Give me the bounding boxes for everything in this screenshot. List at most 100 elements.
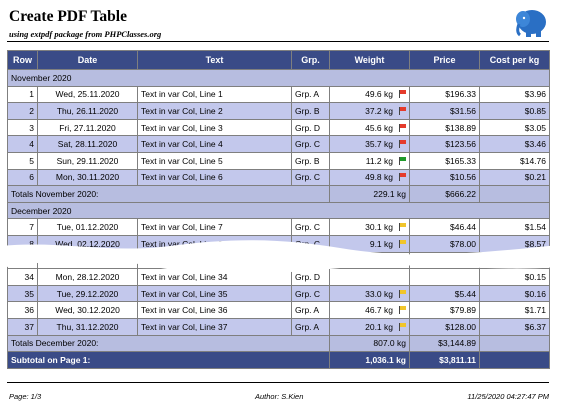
table-row: 35 Tue, 29.12.2020 Text in var Col, Line 3…: [7, 284, 550, 303]
row-weight: 20.1 kg: [329, 317, 410, 336]
row-group: Grp. D: [291, 118, 330, 137]
row-group: Grp. A: [291, 85, 330, 104]
row-weight: 49.8 kg: [329, 168, 410, 187]
table-row: 37 Thu, 31.12.2020 Text in var Col, Line 3…: [7, 317, 550, 336]
row-weight: 30.1 kg: [329, 218, 410, 236]
column-header: Price: [409, 50, 480, 70]
row-weight: 9.1 kg: [329, 234, 410, 253]
row-weight: 45.6 kg: [329, 118, 410, 137]
row-group: Grp. A: [291, 317, 330, 336]
month-total-row: Totals December 2020: 807.0 kg $3,144.89: [7, 334, 550, 353]
row-group: Grp. C: [291, 284, 330, 303]
row-price: $46.44: [409, 218, 480, 236]
page-subtotal-row-cost: [479, 351, 550, 369]
row-number: 6: [7, 168, 38, 187]
row-number: 3: [7, 118, 38, 137]
row-number: 2: [7, 102, 38, 120]
row-weight: 33.0 kg: [329, 284, 410, 303]
row-date: Thu, 26.11.2020: [37, 102, 138, 120]
red-flag-icon: [399, 123, 406, 132]
row-text: Text in var Col, Line 7: [137, 218, 292, 236]
row-price: $123.56: [409, 135, 480, 153]
yellow-flag-icon: [399, 223, 406, 232]
month-total-row-weight: 807.0 kg: [329, 334, 410, 353]
row-cost: $0.21: [479, 168, 550, 187]
row-cost: $6.37: [479, 317, 550, 336]
row-text: Text in var Col, Line 36: [137, 301, 292, 319]
footer-divider: [7, 382, 549, 383]
month-total-row-price: $666.22: [409, 185, 480, 203]
footer-timestamp: 11/25/2020 04:27:47 PM: [467, 392, 549, 401]
page-subtitle: using extpdf package from PHPClasses.org: [9, 29, 162, 39]
row-weight: 46.7 kg: [329, 301, 410, 319]
row-date: Wed, 25.11.2020: [37, 85, 138, 104]
row-price: $78.00: [409, 234, 480, 253]
elephant-logo-icon: [516, 10, 546, 37]
yellow-flag-icon: [399, 289, 406, 298]
page-subtotal-row-weight: 1,036.1 kg: [329, 351, 410, 369]
table-row: 36 Wed, 30.12.2020 Text in var Col, Line 3…: [7, 301, 550, 319]
row-cost: $3.05: [479, 118, 550, 137]
row-date: Sun, 29.11.2020: [37, 151, 138, 170]
month-total-row-weight: 229.1 kg: [329, 185, 410, 203]
column-header: Text: [137, 50, 292, 70]
red-flag-icon: [399, 173, 406, 182]
row-cost: $3.96: [479, 85, 550, 104]
row-price: $165.33: [409, 151, 480, 170]
row-number: 37: [7, 317, 38, 336]
row-text: Text in var Col, Line 6: [137, 168, 292, 187]
footer-author: Author: S.Kien: [255, 392, 304, 401]
row-weight: 11.2 kg: [329, 151, 410, 170]
month-total-row-price: $3,144.89: [409, 334, 480, 353]
page-subtotal-row: Subtotal on Page 1: 1,036.1 kg $3,811.11: [7, 351, 550, 369]
month-header-row: December 2020: [7, 201, 550, 220]
row-number: 5: [7, 151, 38, 170]
row-date: Fri, 27.11.2020: [37, 118, 138, 137]
column-header: Cost per kg: [479, 50, 550, 70]
row-price: $138.89: [409, 118, 480, 137]
page-subtotal-row-label: Subtotal on Page 1:: [7, 351, 330, 369]
row-cost: $3.46: [479, 135, 550, 153]
row-cost: $1.71: [479, 301, 550, 319]
page-tear: [0, 240, 567, 274]
row-price: $10.56: [409, 168, 480, 187]
row-date: Tue, 29.12.2020: [37, 284, 138, 303]
header-divider: [7, 41, 549, 42]
month-label: December 2020: [7, 201, 550, 220]
row-cost: $14.76: [479, 151, 550, 170]
row-date: Tue, 01.12.2020: [37, 218, 138, 236]
row-group: Grp. C: [291, 135, 330, 153]
row-text: Text in var Col, Line 2: [137, 102, 292, 120]
red-flag-icon: [399, 140, 406, 149]
row-text: Text in var Col, Line 5: [137, 151, 292, 170]
red-flag-icon: [399, 106, 406, 115]
row-price: $5.44: [409, 284, 480, 303]
month-total-row: Totals November 2020: 229.1 kg $666.22: [7, 185, 550, 203]
yellow-flag-icon: [399, 322, 406, 331]
row-number: 4: [7, 135, 38, 153]
row-price: $196.33: [409, 85, 480, 104]
row-number: 7: [7, 218, 38, 236]
row-group: Grp. A: [291, 301, 330, 319]
page-title: Create PDF Table: [9, 8, 127, 25]
row-weight: 49.6 kg: [329, 85, 410, 104]
row-text: Text in var Col, Line 35: [137, 284, 292, 303]
row-price: $79.89: [409, 301, 480, 319]
month-total-row-cost: [479, 185, 550, 203]
row-cost: $0.85: [479, 102, 550, 120]
row-price: $128.00: [409, 317, 480, 336]
red-flag-icon: [399, 90, 406, 99]
column-header: Grp.: [291, 50, 330, 70]
row-text: Text in var Col, Line 1: [137, 85, 292, 104]
row-date: Thu, 31.12.2020: [37, 317, 138, 336]
row-group: Grp. B: [291, 102, 330, 120]
row-price: $31.56: [409, 102, 480, 120]
page-subtotal-row-price: $3,811.11: [409, 351, 480, 369]
column-header: Date: [37, 50, 138, 70]
column-header: Weight: [329, 50, 410, 70]
row-weight: 37.2 kg: [329, 102, 410, 120]
